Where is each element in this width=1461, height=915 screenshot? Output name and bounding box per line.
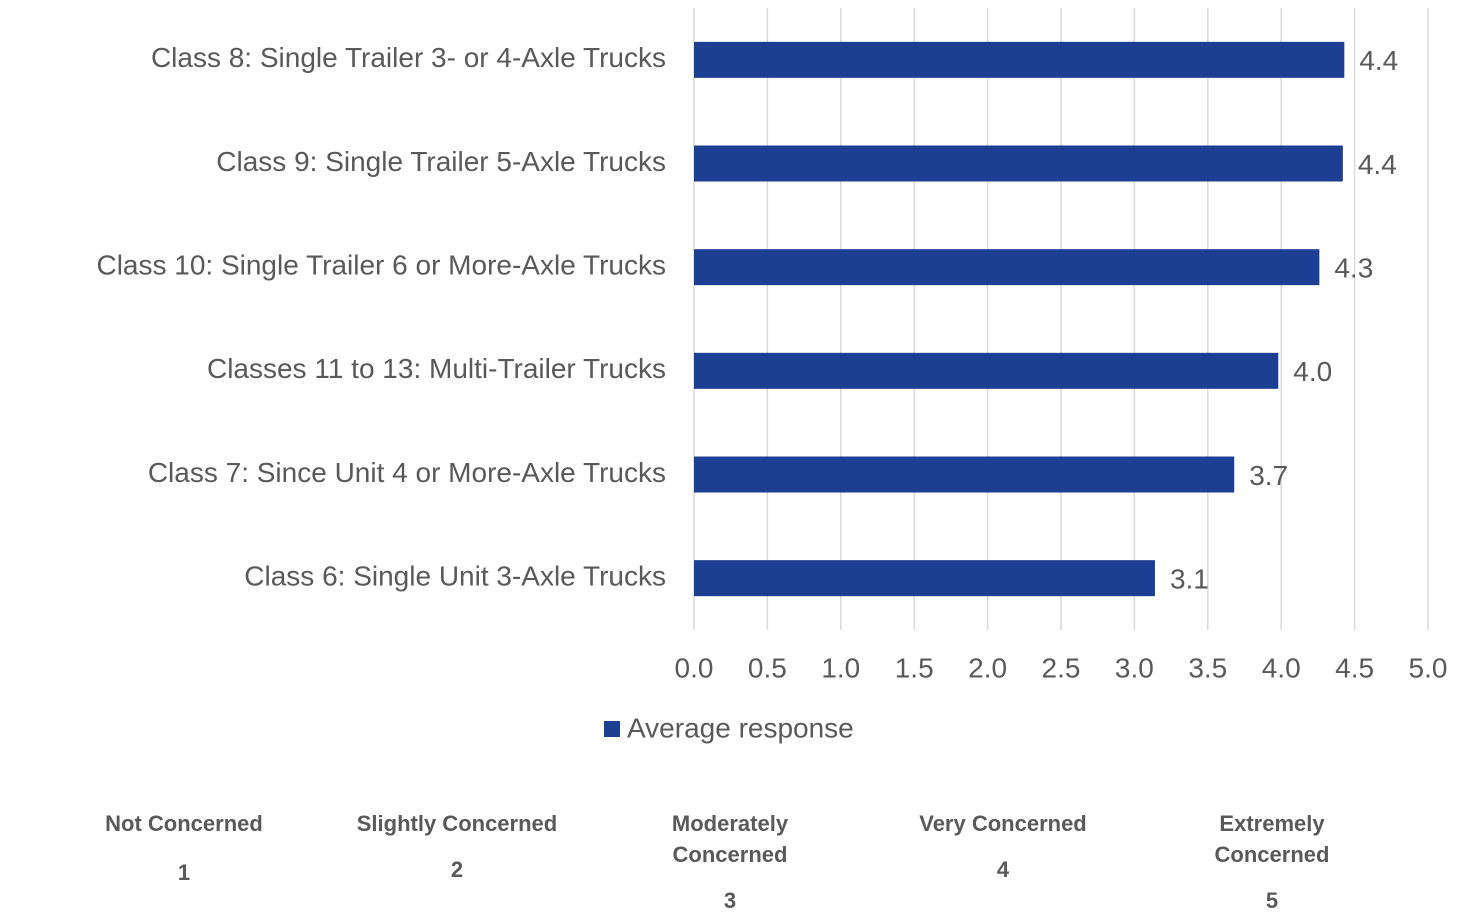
x-tick-label: 2.5	[1042, 652, 1081, 683]
data-label: 4.0	[1293, 356, 1332, 387]
y-tick-label: Class 10: Single Trailer 6 or More-Axle …	[96, 250, 666, 281]
x-tick-label: 3.5	[1188, 652, 1227, 683]
bar	[694, 249, 1320, 286]
x-tick-label: 2.0	[968, 652, 1007, 683]
bar	[694, 352, 1279, 389]
scale-label: Very Concerned	[919, 811, 1087, 836]
bar	[694, 41, 1345, 78]
x-tick-label: 5.0	[1409, 652, 1448, 683]
bar	[694, 145, 1343, 182]
x-tick-label: 1.5	[895, 652, 934, 683]
scale-item: Very Concerned 4	[883, 808, 1123, 885]
scale-label: Not Concerned	[105, 811, 263, 836]
scale-number: 5	[1265, 888, 1279, 913]
scale-number: 1	[177, 860, 191, 885]
y-tick-label: Class 7: Since Unit 4 or More-Axle Truck…	[148, 457, 666, 488]
scale-label: Slightly Concerned	[356, 811, 558, 836]
data-label: 4.4	[1359, 45, 1398, 76]
scale-label: Moderately Concerned	[671, 811, 789, 867]
data-label: 4.4	[1358, 149, 1397, 180]
x-tick-label: 0.5	[748, 652, 787, 683]
scale-item: Extremely Concerned 5	[1197, 808, 1347, 915]
scale-number: 2	[450, 857, 464, 882]
scale-number: 4	[996, 857, 1010, 882]
y-tick-label: Classes 11 to 13: Multi-Trailer Trucks	[207, 353, 666, 384]
bar	[694, 456, 1235, 493]
x-tick-label: 4.0	[1262, 652, 1301, 683]
x-tick-label: 0.0	[675, 652, 714, 683]
data-label: 3.7	[1249, 460, 1288, 491]
scale-label: Extremely Concerned	[1214, 811, 1330, 867]
y-tick-label: Class 9: Single Trailer 5-Axle Trucks	[216, 146, 666, 177]
chart: 0.0 0.5 1.0 1.5 2.0 2.5 3.0 3.5 4.0 4.5 5.0 Class 8…	[96, 8, 1448, 743]
x-tick-label: 4.5	[1335, 652, 1374, 683]
x-tick-label: 3.0	[1115, 652, 1154, 683]
y-tick-label: Class 6: Single Unit 3-Axle Trucks	[244, 561, 666, 592]
scale-item: Moderately Concerned 3	[655, 808, 805, 915]
data-label: 4.3	[1334, 253, 1373, 284]
scale-number: 3	[723, 888, 737, 913]
bar	[694, 560, 1155, 597]
legend-swatch	[604, 721, 620, 737]
data-label: 3.1	[1170, 564, 1209, 595]
scale-item: Slightly Concerned 2	[337, 808, 577, 885]
x-tick-label: 1.0	[821, 652, 860, 683]
scale-item: Not Concerned 1	[64, 808, 304, 888]
y-tick-label: Class 8: Single Trailer 3- or 4-Axle Tru…	[151, 42, 666, 73]
legend-label: Average response	[627, 712, 854, 743]
